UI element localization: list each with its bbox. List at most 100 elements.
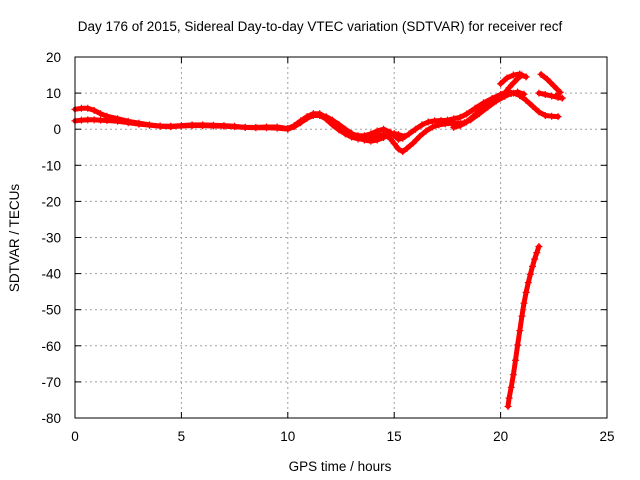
data-point bbox=[97, 110, 105, 118]
y-tick-label: 20 bbox=[46, 50, 61, 65]
data-point bbox=[263, 124, 271, 132]
x-tick-label: 15 bbox=[387, 429, 402, 444]
data-point bbox=[373, 136, 381, 144]
data-point bbox=[516, 70, 524, 78]
data-point bbox=[422, 127, 430, 135]
data-point bbox=[504, 402, 512, 410]
data-point bbox=[497, 80, 505, 88]
data-point bbox=[535, 108, 543, 116]
data-point bbox=[471, 104, 479, 112]
data-point bbox=[541, 91, 549, 99]
data-point bbox=[554, 113, 562, 121]
data-point bbox=[475, 107, 483, 115]
data-point bbox=[77, 116, 85, 124]
data-point bbox=[390, 130, 398, 138]
data-point bbox=[448, 119, 456, 127]
data-point bbox=[380, 134, 388, 142]
y-tick-label: -40 bbox=[41, 267, 61, 282]
data-point bbox=[509, 71, 517, 79]
data-point bbox=[529, 262, 537, 270]
data-point bbox=[450, 123, 458, 131]
data-point bbox=[503, 74, 511, 82]
x-axis-label: GPS time / hours bbox=[289, 459, 392, 474]
data-point bbox=[509, 79, 517, 87]
data-point bbox=[367, 137, 375, 145]
data-point bbox=[429, 123, 437, 131]
data-point bbox=[541, 111, 549, 119]
series-trace-track-offset-b bbox=[451, 72, 529, 130]
data-point bbox=[394, 145, 402, 153]
tick-layer: 0 5 10 15 20 25 -80 -70 -60 -50 -40 -30 -20 -10 0 10 20 bbox=[41, 50, 614, 444]
data-point bbox=[529, 102, 537, 110]
data-point bbox=[284, 125, 292, 133]
data-point bbox=[394, 131, 402, 139]
data-point bbox=[524, 279, 532, 287]
data-point bbox=[241, 123, 249, 131]
x-tick-label: 5 bbox=[178, 429, 186, 444]
data-point bbox=[328, 116, 336, 124]
data-point bbox=[469, 113, 477, 121]
data-point bbox=[322, 113, 330, 121]
data-point bbox=[297, 119, 305, 127]
data-point bbox=[507, 383, 515, 391]
data-point bbox=[77, 104, 85, 112]
data-point bbox=[516, 327, 524, 335]
data-point bbox=[520, 90, 528, 98]
series-trace-track-steep bbox=[505, 244, 542, 409]
data-point bbox=[405, 130, 413, 138]
data-point bbox=[533, 249, 541, 257]
data-point bbox=[103, 117, 111, 125]
data-point bbox=[401, 132, 409, 140]
data-point bbox=[514, 341, 522, 349]
x-tick-label: 20 bbox=[493, 429, 508, 444]
series-track-offset-b bbox=[450, 71, 530, 131]
data-point bbox=[435, 121, 443, 129]
data-point bbox=[431, 117, 439, 125]
data-point bbox=[511, 356, 519, 364]
data-point bbox=[156, 122, 164, 130]
data-point bbox=[416, 132, 424, 140]
data-point bbox=[335, 121, 343, 129]
x-tick-label: 25 bbox=[599, 429, 614, 444]
chart-title: Day 176 of 2015, Sidereal Day-to-day VTE… bbox=[78, 19, 563, 34]
data-point bbox=[535, 243, 543, 251]
data-point bbox=[188, 122, 196, 130]
data-point bbox=[507, 89, 515, 97]
data-point bbox=[84, 104, 92, 112]
data-point bbox=[177, 122, 185, 130]
data-point bbox=[522, 96, 530, 104]
data-point bbox=[348, 130, 356, 138]
series-layer bbox=[71, 70, 566, 410]
data-point bbox=[231, 123, 239, 131]
y-tick-label: -60 bbox=[41, 339, 61, 354]
data-point bbox=[463, 110, 471, 118]
data-point bbox=[556, 88, 564, 96]
y-tick-label: -30 bbox=[41, 231, 61, 246]
data-point bbox=[409, 139, 417, 147]
data-point bbox=[309, 111, 317, 119]
data-point bbox=[290, 123, 298, 131]
data-point bbox=[535, 89, 543, 97]
grid-layer bbox=[75, 57, 607, 418]
data-point bbox=[543, 75, 551, 83]
series-track-steep bbox=[504, 243, 543, 410]
data-point bbox=[456, 122, 464, 130]
data-point bbox=[360, 136, 368, 144]
data-point bbox=[537, 70, 545, 78]
data-point bbox=[501, 89, 509, 97]
series-track-main-lower bbox=[71, 88, 528, 156]
data-point bbox=[514, 88, 522, 96]
data-point bbox=[273, 124, 281, 132]
data-point bbox=[90, 106, 98, 114]
data-point bbox=[526, 270, 534, 278]
data-point bbox=[509, 371, 517, 379]
data-point bbox=[303, 114, 311, 122]
x-tick-label: 10 bbox=[280, 429, 295, 444]
data-point bbox=[403, 144, 411, 152]
data-point bbox=[135, 120, 143, 128]
x-tick-label: 0 bbox=[71, 429, 79, 444]
y-axis-label: SDTVAR / TECUs bbox=[7, 184, 22, 293]
data-point bbox=[520, 299, 528, 307]
